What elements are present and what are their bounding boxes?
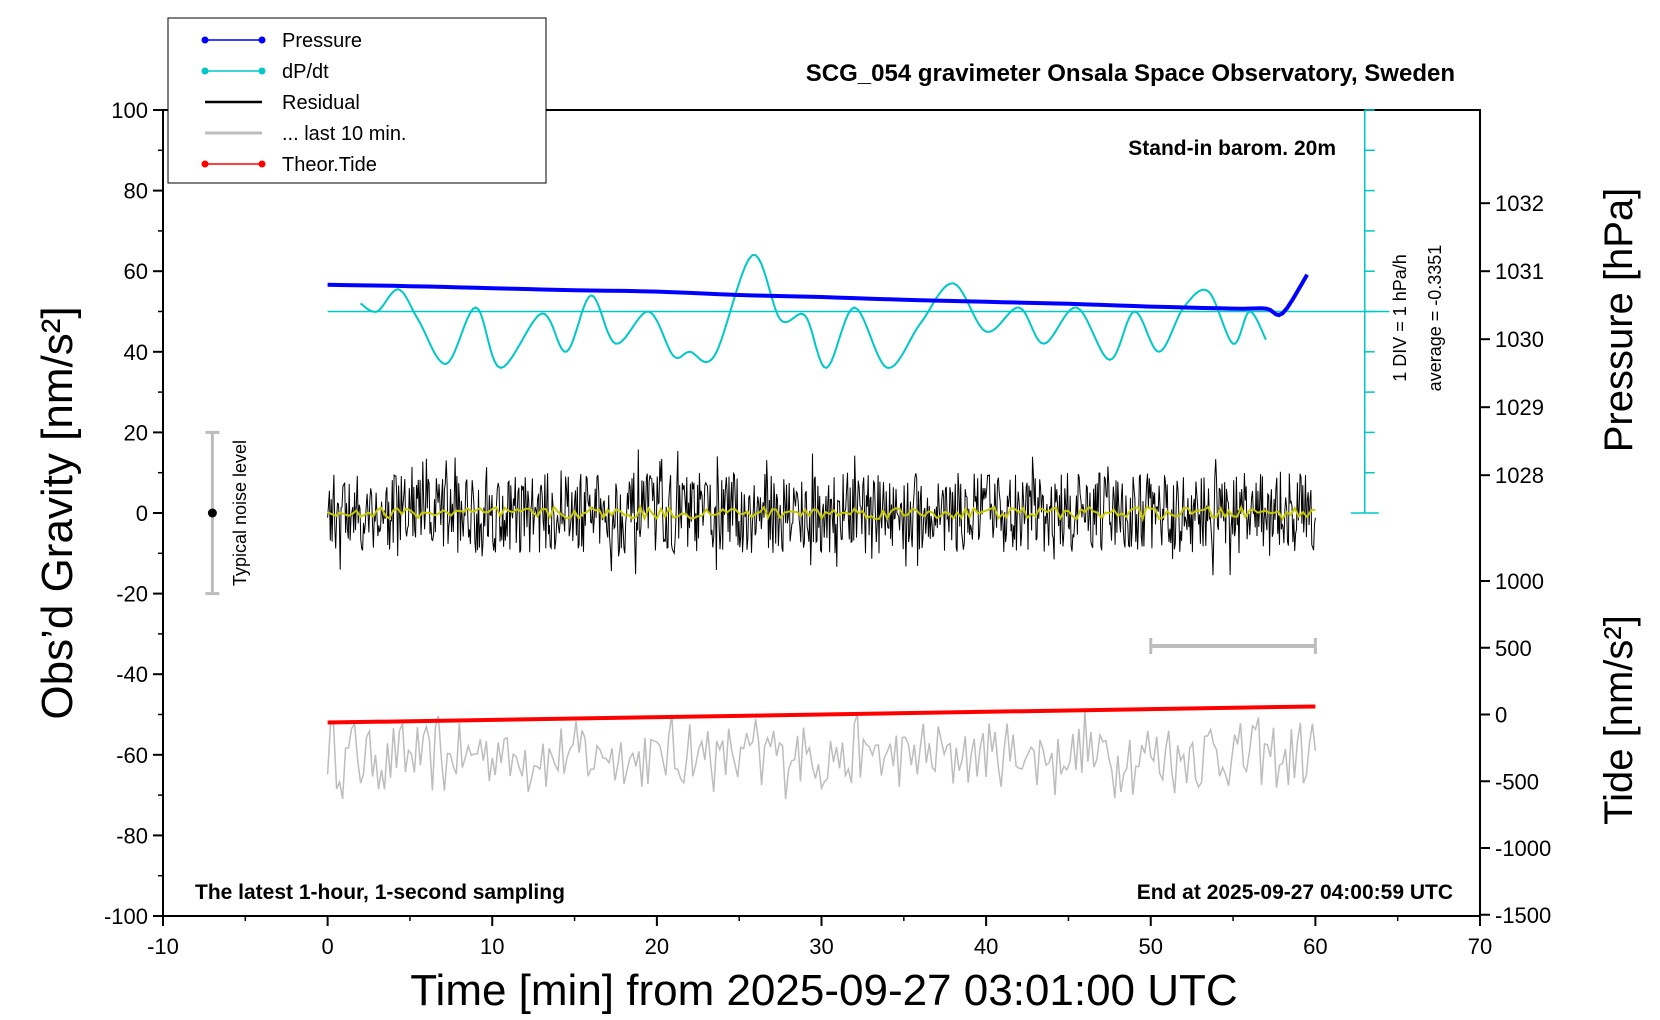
x-tick-label: 50 — [1139, 934, 1163, 959]
y-tick-label: 40 — [124, 340, 148, 365]
y-tick-label: -100 — [104, 904, 148, 929]
noise-label: Typical noise level — [230, 440, 250, 586]
y-tick-label: 20 — [124, 420, 148, 445]
x-tick-label: 30 — [809, 934, 833, 959]
scale-decorations — [205, 109, 1390, 654]
dpdt-series — [359, 254, 1267, 370]
legend-label: Theor.Tide — [282, 154, 377, 176]
tide-tick-label: -500 — [1495, 769, 1539, 794]
y-tick-label: -20 — [116, 582, 148, 607]
y-axis-label-tide: Tide [nm/s²] — [1597, 615, 1641, 825]
end-time-note: End at 2025-09-27 04:00:59 UTC — [1137, 881, 1453, 904]
legend-marker — [201, 67, 209, 75]
y-tick-label: -80 — [116, 823, 148, 848]
legend-label: Pressure — [282, 30, 362, 52]
x-tick-label: 0 — [322, 934, 334, 959]
legend-box — [167, 17, 547, 184]
y-tick-label: -40 — [116, 662, 148, 687]
y-tick-label: -60 — [116, 743, 148, 768]
x-tick-label: 60 — [1303, 934, 1327, 959]
tide-tick-label: 0 — [1495, 703, 1507, 728]
legend-marker — [201, 160, 209, 168]
x-tick-label: 40 — [974, 934, 998, 959]
legend-label: ... last 10 min. — [282, 123, 407, 145]
x-tick-label: 70 — [1468, 934, 1492, 959]
pressure-tick-label: 1030 — [1495, 327, 1544, 352]
pressure-tick-label: 1031 — [1495, 259, 1544, 284]
pressure-series — [327, 273, 1309, 318]
x-tick-label: 10 — [480, 934, 504, 959]
sampling-note: The latest 1-hour, 1-second sampling — [195, 881, 565, 904]
last-10-min-series — [326, 710, 1317, 800]
average-note: average = -0.3351 — [1425, 245, 1445, 392]
pressure-tick-label: 1029 — [1495, 395, 1544, 420]
pressure-tick-label: 1032 — [1495, 191, 1544, 216]
axis-ticks: -10 0 10 20 30 40 50 60 70-100-80-60-40-20020406… — [104, 98, 1551, 959]
x-axis-label: Time [min] from 2025-09-27 03:01:00 UTC — [410, 966, 1237, 1015]
div-note: 1 DIV = 1 hPa/h — [1390, 254, 1410, 382]
tide-tick-label: 500 — [1495, 636, 1532, 661]
y-axis-label-pressure: Pressure [hPa] — [1597, 188, 1641, 453]
tide-tick-label: -1500 — [1495, 903, 1551, 928]
y-tick-label: 100 — [111, 98, 148, 123]
tide-tick-label: -1000 — [1495, 836, 1551, 861]
legend: Pressure dP/dt Residual ... last 10 min. The… — [167, 17, 547, 184]
y-tick-label: 80 — [124, 179, 148, 204]
legend-label: Residual — [282, 92, 360, 114]
chart-title: SCG_054 gravimeter Onsala Space Observat… — [806, 60, 1455, 87]
tide-series — [327, 704, 1316, 725]
legend-marker — [258, 160, 266, 168]
legend-marker — [258, 36, 266, 44]
y-axis-label-left: Obs’d Gravity [nm/s²] — [33, 306, 82, 719]
barometer-note: Stand-in barom. 20m — [1128, 137, 1336, 160]
noise-bar-dot — [207, 508, 217, 518]
pressure-tick-label: 1028 — [1495, 463, 1544, 488]
data-series — [326, 254, 1317, 800]
y-tick-label: 60 — [124, 259, 148, 284]
residual-smoothed-series — [327, 504, 1316, 522]
tide-tick-label: 1000 — [1495, 569, 1544, 594]
legend-marker — [258, 67, 266, 75]
x-tick-label: -10 — [147, 934, 179, 959]
x-tick-label: 20 — [645, 934, 669, 959]
residual-series — [327, 449, 1316, 576]
legend-marker — [201, 36, 209, 44]
legend-label: dP/dt — [282, 61, 329, 83]
y-tick-label: 0 — [136, 501, 148, 526]
